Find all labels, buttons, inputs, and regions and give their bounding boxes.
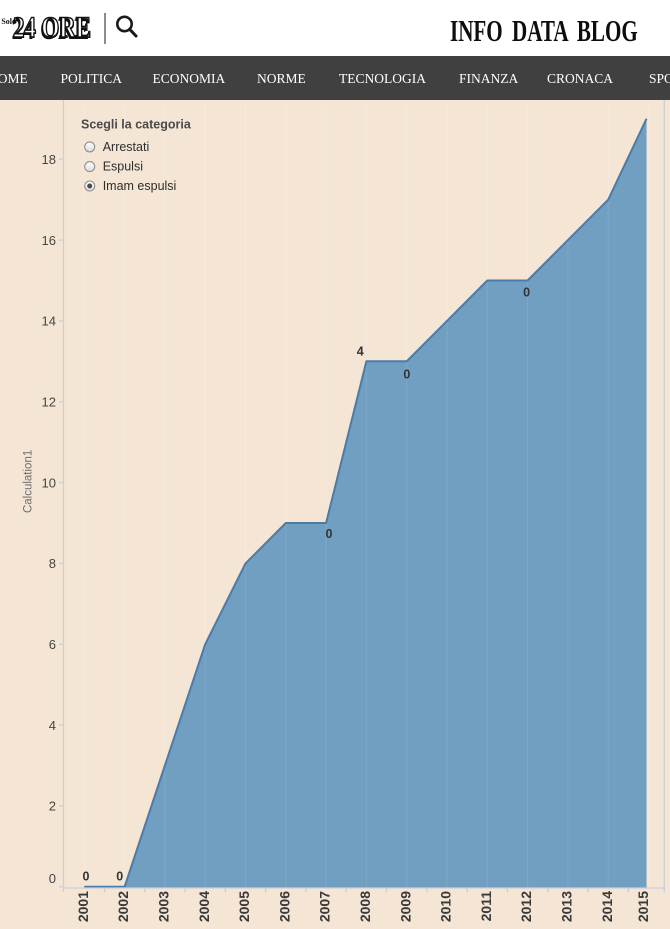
- svg-text:16: 16: [42, 233, 56, 248]
- svg-text:6: 6: [49, 637, 56, 652]
- svg-text:2012: 2012: [518, 891, 534, 922]
- svg-text:2009: 2009: [397, 891, 413, 922]
- svg-text:Espulsi: Espulsi: [103, 160, 143, 174]
- svg-text:0: 0: [116, 869, 123, 883]
- svg-text:12: 12: [42, 394, 56, 409]
- svg-text:2003: 2003: [156, 891, 172, 922]
- svg-text:4: 4: [49, 718, 56, 733]
- svg-text:2001: 2001: [75, 891, 91, 922]
- svg-text:0: 0: [523, 285, 530, 299]
- svg-text:2004: 2004: [196, 891, 212, 922]
- svg-text:2013: 2013: [559, 891, 575, 922]
- svg-text:0: 0: [403, 367, 410, 381]
- svg-text:2: 2: [49, 799, 56, 814]
- svg-text:0: 0: [83, 869, 90, 883]
- svg-text:Imam espulsi: Imam espulsi: [103, 179, 177, 193]
- svg-text:Scegli la categoria: Scegli la categoria: [81, 118, 192, 132]
- svg-text:14: 14: [42, 314, 56, 329]
- svg-text:2002: 2002: [115, 891, 131, 922]
- svg-text:4: 4: [357, 344, 364, 358]
- svg-text:18: 18: [42, 152, 56, 167]
- svg-text:2014: 2014: [599, 891, 615, 922]
- svg-text:2011: 2011: [478, 891, 494, 922]
- svg-text:2007: 2007: [317, 891, 333, 922]
- svg-text:2008: 2008: [357, 891, 373, 922]
- svg-text:2015: 2015: [635, 891, 651, 922]
- svg-text:0: 0: [49, 871, 56, 886]
- svg-text:2010: 2010: [438, 891, 454, 922]
- svg-text:10: 10: [42, 475, 56, 490]
- svg-text:2006: 2006: [276, 891, 292, 922]
- svg-text:2005: 2005: [236, 891, 252, 922]
- svg-text:0: 0: [326, 527, 333, 541]
- svg-text:Arrestati: Arrestati: [103, 140, 150, 154]
- svg-text:8: 8: [49, 556, 56, 571]
- svg-text:Calculation1: Calculation1: [23, 450, 35, 513]
